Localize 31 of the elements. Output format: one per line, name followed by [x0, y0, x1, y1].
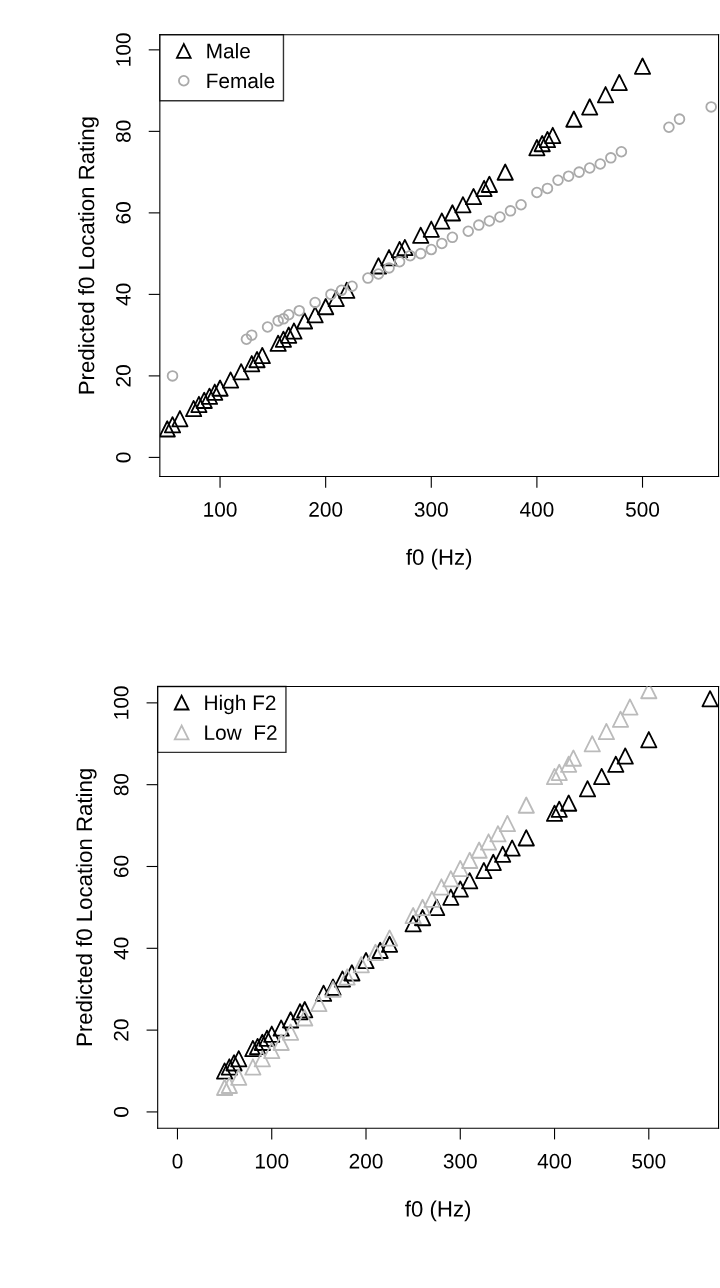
x-tick-label: 200: [349, 1153, 383, 1169]
y-tick-label: 20: [113, 1019, 129, 1041]
y-tick-label: 40: [115, 283, 131, 306]
x-axis-title: f0 (Hz): [405, 1200, 471, 1222]
y-axis-title: Predicted f0 Location Rating: [75, 769, 97, 1046]
x-tick-label: 500: [625, 502, 660, 517]
legend-label: Low F2: [205, 725, 277, 740]
x-tick-label: 400: [537, 1153, 572, 1169]
x-tick-label: 0: [172, 1153, 183, 1169]
y-tick-label: 60: [115, 202, 131, 224]
x-tick-label: 400: [520, 502, 554, 517]
x-tick-label: 300: [414, 502, 448, 517]
y-tick-label: 40: [113, 937, 129, 960]
legend-label: High F2: [205, 694, 276, 715]
y-tick-label: 20: [115, 365, 131, 387]
y-tick-label: 80: [115, 120, 131, 143]
x-tick-label: 300: [443, 1153, 477, 1169]
y-tick-label: 60: [113, 855, 129, 878]
y-tick-label: 0: [113, 1106, 129, 1117]
x-tick-label: 200: [309, 502, 343, 517]
x-tick-label: 100: [255, 1153, 289, 1169]
y-tick-label: 100: [115, 33, 131, 66]
y-axis-title: Predicted f0 Location Rating: [78, 117, 99, 394]
legend-label: Male: [207, 43, 250, 59]
x-axis-title: f0 (Hz): [406, 548, 472, 570]
x-tick-label: 100: [204, 502, 237, 517]
y-tick-label: 0: [115, 452, 131, 463]
y-tick-label: 100: [113, 686, 129, 719]
y-tick-label: 80: [113, 773, 129, 796]
legend-label: Female: [207, 72, 275, 89]
x-tick-label: 500: [632, 1153, 666, 1169]
